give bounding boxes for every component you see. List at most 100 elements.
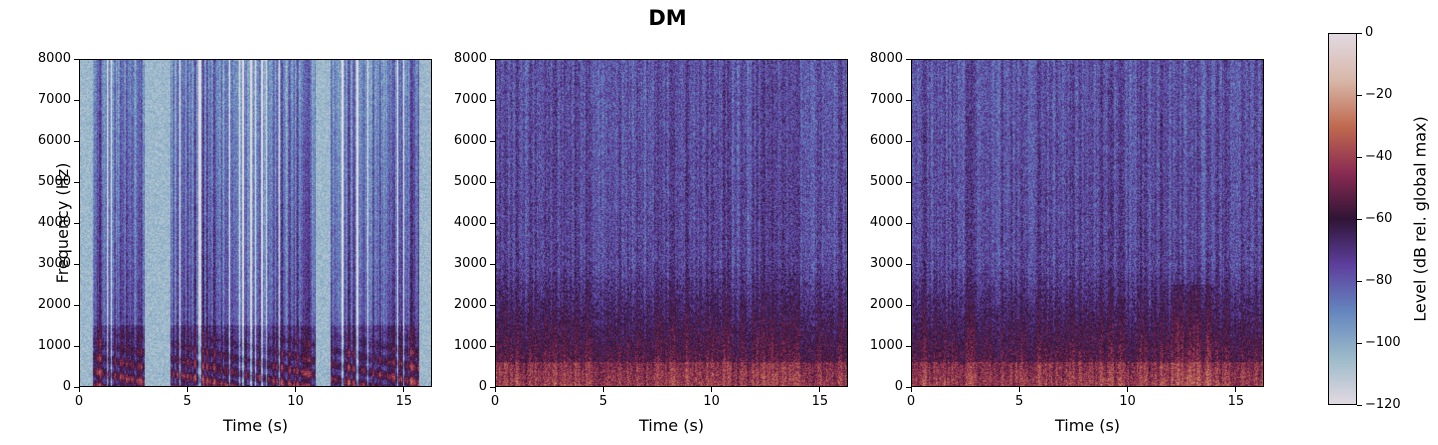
y-tick-label: 8000 xyxy=(869,51,903,66)
y-tick-mark xyxy=(906,181,911,183)
spectrogram-panel-3 xyxy=(911,59,1264,387)
y-tick-label: 2000 xyxy=(869,297,903,312)
y-tick-mark xyxy=(490,181,495,183)
y-tick-label: 2000 xyxy=(453,297,487,312)
y-tick-label: 8000 xyxy=(37,51,71,66)
x-tick-mark xyxy=(711,387,713,392)
y-tick-mark xyxy=(906,386,911,388)
y-tick-label: 0 xyxy=(894,379,903,394)
x-tick-label: 10 xyxy=(703,394,720,409)
y-tick-label: 5000 xyxy=(37,174,71,189)
colorbar-tick-label: −80 xyxy=(1365,273,1393,288)
y-tick-mark xyxy=(74,140,79,142)
y-tick-mark xyxy=(906,345,911,347)
y-tick-mark xyxy=(906,304,911,306)
y-tick-mark xyxy=(906,58,911,60)
y-tick-mark xyxy=(490,386,495,388)
colorbar-tick-mark xyxy=(1357,218,1362,220)
y-tick-mark xyxy=(74,181,79,183)
colorbar-tick-label: −20 xyxy=(1365,87,1393,102)
x-axis-label: Time (s) xyxy=(638,416,705,435)
x-tick-mark xyxy=(1018,387,1020,392)
y-tick-mark xyxy=(906,99,911,101)
x-tick-mark xyxy=(1235,387,1237,392)
colorbar-tick-label: −40 xyxy=(1365,149,1393,164)
x-tick-label: 5 xyxy=(183,394,192,409)
x-tick-mark xyxy=(186,387,188,392)
colorbar-label: Level (dB rel. global max) xyxy=(1410,116,1430,322)
y-tick-label: 0 xyxy=(478,379,487,394)
y-tick-label: 1000 xyxy=(869,338,903,353)
y-tick-mark xyxy=(74,304,79,306)
x-tick-mark xyxy=(403,387,405,392)
x-axis-label: Time (s) xyxy=(1054,416,1121,435)
x-tick-label: 5 xyxy=(1015,394,1024,409)
y-tick-label: 1000 xyxy=(37,338,71,353)
colorbar-tick-label: 0 xyxy=(1365,25,1374,40)
y-tick-mark xyxy=(74,345,79,347)
y-tick-label: 6000 xyxy=(453,133,487,148)
spectrogram-panel-2 xyxy=(495,59,848,387)
spectrogram-panel-1 xyxy=(79,59,432,387)
x-tick-label: 10 xyxy=(287,394,304,409)
x-tick-mark xyxy=(494,387,496,392)
y-tick-label: 3000 xyxy=(869,256,903,271)
x-axis-label: Time (s) xyxy=(222,416,289,435)
y-tick-label: 6000 xyxy=(869,133,903,148)
y-tick-label: 1000 xyxy=(453,338,487,353)
y-tick-mark xyxy=(906,263,911,265)
y-tick-mark xyxy=(74,58,79,60)
x-tick-mark xyxy=(78,387,80,392)
y-tick-label: 6000 xyxy=(37,133,71,148)
y-tick-mark xyxy=(906,222,911,224)
y-tick-mark xyxy=(74,99,79,101)
x-tick-label: 0 xyxy=(490,394,500,409)
x-tick-mark xyxy=(295,387,297,392)
x-tick-label: 0 xyxy=(74,394,84,409)
y-tick-label: 7000 xyxy=(453,92,487,107)
colorbar-tick-mark xyxy=(1357,32,1362,34)
colorbar-tick-mark xyxy=(1357,342,1362,344)
colorbar-tick-label: −100 xyxy=(1365,335,1401,350)
x-tick-label: 5 xyxy=(599,394,608,409)
y-tick-label: 7000 xyxy=(37,92,71,107)
x-tick-label: 10 xyxy=(1119,394,1136,409)
y-tick-label: 3000 xyxy=(453,256,487,271)
y-tick-label: 4000 xyxy=(453,215,487,230)
y-tick-label: 5000 xyxy=(453,174,487,189)
x-tick-mark xyxy=(602,387,604,392)
y-tick-label: 4000 xyxy=(37,215,71,230)
y-tick-mark xyxy=(74,386,79,388)
x-tick-mark xyxy=(819,387,821,392)
y-tick-mark xyxy=(490,99,495,101)
y-tick-label: 3000 xyxy=(37,256,71,271)
colorbar-tick-label: −120 xyxy=(1365,397,1401,412)
y-tick-mark xyxy=(74,263,79,265)
y-tick-mark xyxy=(490,345,495,347)
x-tick-mark xyxy=(910,387,912,392)
y-tick-label: 5000 xyxy=(869,174,903,189)
colorbar-tick-mark xyxy=(1357,156,1362,158)
colorbar-tick-label: −60 xyxy=(1365,211,1393,226)
colorbar-tick-mark xyxy=(1357,280,1362,282)
y-tick-mark xyxy=(490,140,495,142)
y-tick-label: 0 xyxy=(62,379,71,394)
y-tick-mark xyxy=(74,222,79,224)
y-tick-mark xyxy=(490,263,495,265)
x-tick-mark xyxy=(1127,387,1129,392)
y-tick-label: 2000 xyxy=(37,297,71,312)
colorbar-tick-mark xyxy=(1357,404,1362,406)
y-tick-label: 4000 xyxy=(869,215,903,230)
y-tick-mark xyxy=(906,140,911,142)
y-tick-mark xyxy=(490,58,495,60)
x-tick-label: 15 xyxy=(1227,394,1245,409)
figure-title: DM xyxy=(648,6,687,30)
y-tick-label: 8000 xyxy=(453,51,487,66)
x-tick-label: 0 xyxy=(906,394,916,409)
x-tick-label: 15 xyxy=(395,394,413,409)
colorbar-tick-mark xyxy=(1357,94,1362,96)
colorbar xyxy=(1328,33,1357,405)
x-tick-label: 15 xyxy=(811,394,829,409)
y-tick-mark xyxy=(490,222,495,224)
y-tick-label: 7000 xyxy=(869,92,903,107)
